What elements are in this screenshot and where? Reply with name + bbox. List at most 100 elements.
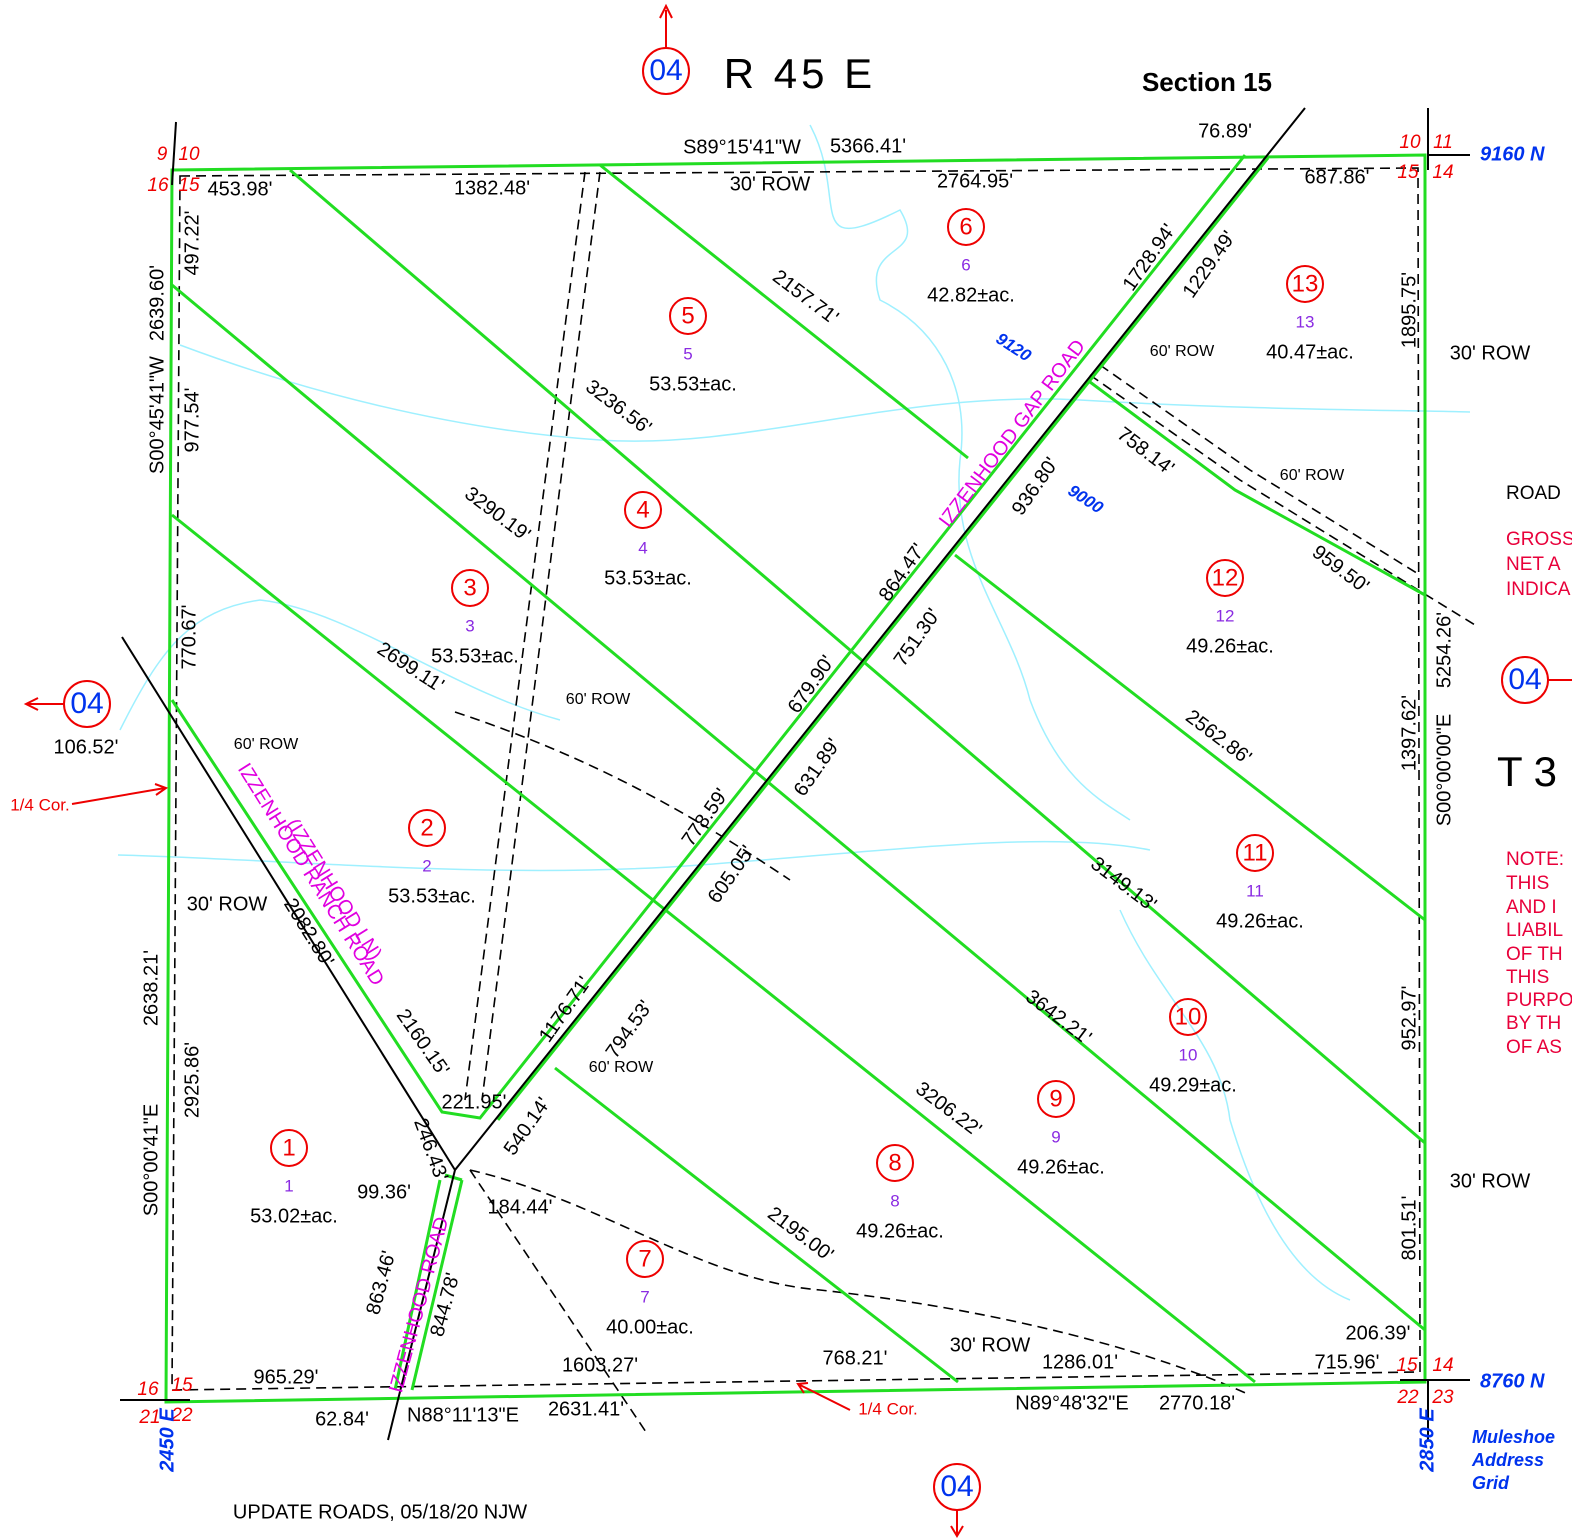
note-text: NOTE: — [1506, 849, 1564, 870]
dimension-label: N88°11'13"E — [407, 1404, 519, 1426]
section-corner: 10 — [1399, 132, 1421, 153]
parcel-id: 1 — [284, 1176, 293, 1195]
dimension-label: 30' ROW — [730, 173, 811, 195]
note-text: GROSS — [1506, 529, 1572, 550]
dimension-label: 106.52' — [54, 736, 119, 758]
dimension-label: 62.84' — [315, 1408, 369, 1430]
section-corner: 15 — [1396, 1355, 1418, 1376]
dimension-label: 952.97' — [1398, 986, 1420, 1051]
parcel-area: 42.82±ac. — [927, 284, 1015, 306]
grid-label: 8760 N — [1480, 1370, 1545, 1392]
grid-label: 9000 — [1065, 481, 1108, 518]
section-corner: 15 — [171, 1375, 193, 1396]
section-corner: 15 — [178, 175, 200, 196]
dimension-label: 1286.01' — [1042, 1351, 1118, 1373]
dimension-label: 60' ROW — [589, 1059, 654, 1076]
range-label: R 45 E — [724, 50, 876, 97]
dimension-label: 3206.22' — [911, 1078, 985, 1141]
dimension-label: 965.29' — [254, 1366, 319, 1388]
parcel-area: 40.00±ac. — [606, 1316, 694, 1338]
dimension-label: 1728.94' — [1119, 220, 1181, 295]
dimension-label: 2157.71' — [768, 266, 842, 329]
grid-label: 9120 — [993, 329, 1036, 366]
section-label: Section 15 — [1142, 67, 1272, 97]
parcel-id: 4 — [638, 538, 647, 557]
corner-note: 1/4 Cor. — [10, 795, 70, 814]
dimension-label: 30' ROW — [187, 893, 268, 915]
section-corner: 15 — [1397, 162, 1419, 183]
dimension-label: 497.22' — [181, 211, 203, 276]
dimension-label: 221.95' — [442, 1091, 507, 1113]
dimension-label: 76.89' — [1198, 120, 1252, 142]
note-text: OF TH — [1506, 944, 1563, 965]
dimension-label: 2925.86' — [181, 1042, 203, 1118]
parcel-id: 3 — [465, 616, 474, 635]
dimension-label: 2638.21' — [140, 950, 162, 1026]
corner-note: 1/4 Cor. — [858, 1399, 918, 1418]
sheet-ref: 04 — [940, 1470, 973, 1503]
dimension-label: 679.90' — [784, 652, 839, 718]
note-text: OF AS — [1506, 1037, 1562, 1058]
dimension-label: 770.67' — [178, 605, 200, 670]
parcel-area: 53.53±ac. — [388, 885, 476, 907]
parcel-area: 53.53±ac. — [604, 567, 692, 589]
parcel-number: 6 — [959, 213, 972, 240]
dimension-label: 30' ROW — [1450, 1170, 1531, 1192]
dimension-label: 99.36' — [357, 1181, 411, 1203]
dimension-label: 1397.62' — [1398, 695, 1420, 771]
dimension-label: S00°00'41"E — [140, 1104, 162, 1216]
note-text: BY TH — [1506, 1013, 1561, 1034]
parcel-id: 11 — [1246, 881, 1264, 900]
dimension-label: S00°00'00"E — [1433, 714, 1455, 826]
dimension-label: 2770.18' — [1159, 1392, 1235, 1414]
dimension-label: 30' ROW — [950, 1334, 1031, 1356]
dimension-label: 2639.60' — [146, 265, 168, 341]
grid-label: 2850 E — [1416, 1408, 1438, 1473]
section-corner: 23 — [1431, 1387, 1454, 1408]
section-corner: 10 — [178, 144, 200, 165]
parcel-number: 4 — [636, 496, 649, 523]
parcel-number: 12 — [1212, 564, 1239, 591]
dimension-label: 936.80' — [1008, 454, 1063, 520]
parcel-area: 49.29±ac. — [1149, 1074, 1237, 1096]
dimension-label: 2631.41' — [548, 1398, 624, 1420]
dimension-label: 1382.48' — [454, 177, 530, 199]
parcel-area: 53.53±ac. — [431, 645, 519, 667]
section-corner: 9 — [157, 144, 168, 165]
dimension-label: 60' ROW — [234, 736, 299, 753]
survey-map: UPDATE ROADS, 05/18/20 NJW R 45 ESection… — [0, 0, 1572, 1539]
dimension-label: 30' ROW — [1450, 342, 1531, 364]
dimension-label: 184.44' — [488, 1196, 553, 1218]
note-text: AND I — [1506, 897, 1557, 918]
parcel-area: 53.02±ac. — [250, 1205, 338, 1227]
sheet-ref: 04 — [70, 687, 103, 720]
parcel-number: 11 — [1243, 839, 1268, 866]
parcel-number: 9 — [1049, 1085, 1062, 1112]
parcel-id: 10 — [1179, 1045, 1198, 1064]
dimension-label: 60' ROW — [1150, 343, 1215, 360]
note-text: PURPO — [1506, 990, 1572, 1011]
dimension-label: N89°48'32"E — [1015, 1392, 1128, 1414]
parcel-id: 7 — [640, 1287, 649, 1306]
dimension-label: 5366.41' — [830, 135, 906, 157]
dimension-label: 1603.27' — [562, 1354, 638, 1376]
dimension-label: 60' ROW — [566, 691, 631, 708]
parcel-number: 5 — [681, 302, 694, 329]
note-text: NET A — [1506, 554, 1561, 575]
dimension-label: 715.96' — [1315, 1351, 1380, 1373]
dimension-label: 778.59' — [678, 785, 733, 851]
note-text: ROAD — [1506, 483, 1561, 504]
dimension-label: 768.21' — [823, 1347, 888, 1369]
parcel-number: 3 — [463, 574, 476, 601]
dimension-label: S00°45'41"W — [146, 356, 168, 474]
section-corner: 14 — [1432, 1355, 1453, 1376]
grid-legend: Muleshoe — [1472, 1427, 1555, 1447]
grid-label: 2450 E — [156, 1408, 178, 1473]
parcel-number: 7 — [638, 1245, 651, 1272]
grid-legend: Grid — [1472, 1473, 1510, 1493]
parcel-area: 40.47±ac. — [1266, 341, 1354, 363]
grid-legend: Address — [1471, 1450, 1544, 1470]
dimension-label: 206.39' — [1346, 1322, 1411, 1344]
dimension-label: 453.98' — [208, 178, 273, 200]
dimension-label: 3149.13' — [1086, 853, 1160, 916]
